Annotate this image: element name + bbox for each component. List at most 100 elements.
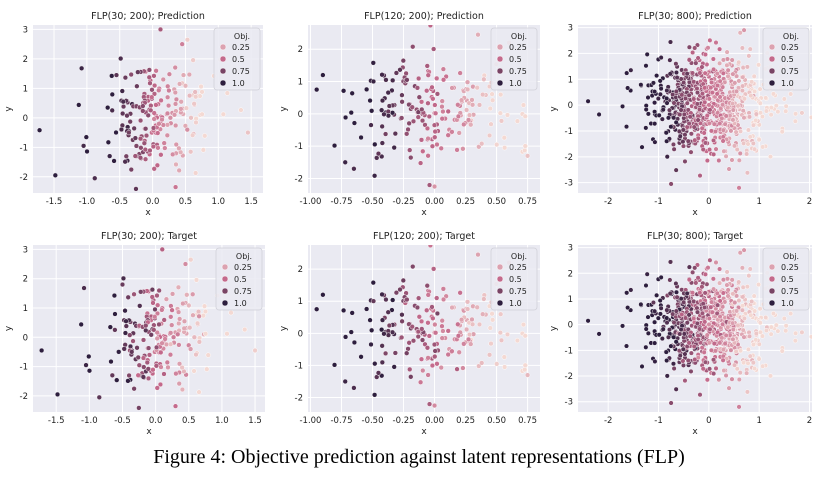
scatter-point [717, 340, 723, 346]
scatter-point [671, 334, 677, 340]
scatter-point [445, 328, 451, 334]
scatter-point [680, 358, 686, 364]
scatter-point [199, 111, 205, 117]
scatter-point [704, 332, 710, 338]
legend-marker [496, 79, 504, 87]
scatter-point [369, 327, 375, 333]
scatter-point [120, 99, 126, 105]
y-tick-label: 1 [298, 78, 303, 88]
scatter-point [624, 290, 630, 296]
scatter-point [694, 101, 700, 107]
legend-marker [496, 55, 504, 63]
scatter-point [385, 113, 392, 119]
scatter-point [158, 349, 164, 356]
scatter-point [671, 146, 677, 152]
scatter-point [725, 73, 731, 79]
scatter-point [386, 322, 393, 329]
scatter-point [461, 341, 467, 347]
scatter-point [763, 327, 769, 334]
scatter-point [788, 311, 794, 317]
scatter-point [425, 292, 431, 298]
scatter-point [114, 377, 120, 383]
scatter-point [737, 30, 743, 36]
scatter-point [349, 310, 355, 316]
scatter-point [130, 338, 136, 344]
scatter-point [809, 334, 812, 340]
scatter-point [740, 294, 746, 300]
scatter-point [697, 392, 703, 398]
scatter-point [172, 184, 179, 190]
scatter-point [474, 85, 480, 91]
scatter-point [709, 299, 715, 305]
scatter-point [734, 88, 740, 94]
scatter-point [737, 128, 744, 134]
scatter-point [710, 276, 716, 282]
y-tick-label: -3 [565, 179, 573, 189]
scatter-point [125, 294, 131, 300]
scatter-point [624, 70, 630, 76]
scatter-point [713, 365, 719, 371]
scatter-point [399, 318, 405, 324]
scatter-point [730, 101, 736, 107]
scatter-point [416, 94, 422, 100]
scatter-point [415, 333, 421, 340]
scatter-point [118, 126, 125, 133]
scatter-point [476, 321, 483, 328]
scatter-point [699, 64, 705, 70]
scatter-point [456, 130, 462, 136]
scatter-point [680, 143, 686, 149]
scatter-point [159, 246, 165, 253]
scatter-point [131, 125, 137, 132]
scatter-point [709, 309, 715, 315]
scatter-point [122, 75, 129, 81]
scatter-point [370, 60, 376, 66]
scatter-point [668, 181, 674, 187]
scatter-point [439, 335, 445, 341]
panel-title: FLP(120; 200); Prediction [364, 11, 484, 22]
scatter-point [756, 62, 762, 68]
scatter-point [720, 290, 726, 296]
scatter-point [379, 107, 385, 113]
scatter-point [419, 326, 425, 332]
scatter-point [667, 39, 673, 45]
scatter-point [744, 151, 750, 157]
legend-marker [221, 263, 229, 271]
scatter-point [656, 112, 662, 118]
legend-title: Obj. [511, 252, 527, 261]
scatter-point [202, 133, 208, 139]
y-tick-label: -2 [295, 394, 303, 404]
scatter-point [793, 111, 799, 117]
scatter-point [699, 345, 705, 351]
scatter-point [134, 83, 140, 89]
legend-label: 0.5 [232, 55, 245, 64]
scatter-point [792, 118, 798, 124]
scatter-point [673, 88, 679, 94]
scatter-point [420, 148, 426, 154]
scatter-point [417, 160, 424, 166]
scatter-point [186, 93, 193, 99]
scatter-point [367, 97, 373, 104]
scatter-point [753, 117, 759, 123]
scatter-point [498, 118, 505, 124]
scatter-point [342, 114, 349, 121]
scatter-point [153, 344, 160, 351]
scatter-point [424, 345, 431, 351]
scatter-point [469, 316, 475, 323]
scatter-point [522, 367, 528, 373]
scatter-point [152, 314, 158, 320]
scatter-point [172, 89, 178, 96]
legend-marker [496, 275, 504, 283]
scatter-point [431, 402, 438, 409]
scatter-point [399, 115, 405, 121]
x-tick-label: 0 [706, 197, 711, 207]
scatter-point [638, 301, 644, 307]
scatter-point [783, 103, 789, 109]
scatter-point [158, 152, 164, 158]
y-tick-label: -1 [295, 361, 303, 371]
scatter-point [404, 296, 410, 303]
scatter-point [713, 259, 719, 265]
scatter-point [740, 284, 746, 290]
y-tick-label: 2 [568, 49, 573, 59]
scatter-point [169, 307, 175, 313]
y-tick-label: -1 [20, 363, 28, 373]
